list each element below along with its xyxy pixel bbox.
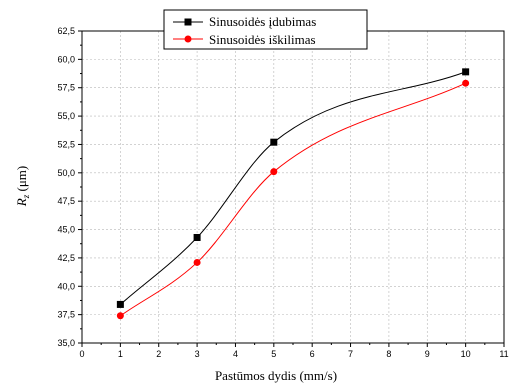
y-tick-label: 52,5 [57, 139, 75, 149]
series-line-1 [120, 71, 466, 305]
y-tick-label: 57,5 [57, 83, 75, 93]
y-tick-label: 60,0 [57, 54, 75, 64]
legend-label-2: Sinusoidės iškilimas [209, 32, 316, 47]
x-tick-label: 1 [118, 349, 123, 359]
y-tick-label: 42,5 [57, 253, 75, 263]
x-tick-label: 3 [195, 349, 200, 359]
series-line-2 [120, 82, 466, 317]
x-tick-label: 5 [271, 349, 276, 359]
y-tick-label: 47,5 [57, 196, 75, 206]
y-tick-label: 45,0 [57, 225, 75, 235]
x-tick-label: 10 [461, 349, 471, 359]
data-point-series-1 [270, 138, 278, 146]
x-axis-title: Pastūmos dydis (mm/s) [215, 368, 337, 383]
axes: 0 1 2 3 4 5 6 7 8 9 10 11 35,0 37,5 40,0 42,5 45,0 47,5 50… [57, 26, 508, 359]
y-tick-label: 50,0 [57, 168, 75, 178]
legend-label-1: Sinusoidės įdubimas [209, 14, 316, 29]
x-tick-label: 11 [499, 349, 508, 359]
series-layer [116, 68, 470, 320]
data-point-series-2 [193, 258, 201, 266]
legend: Sinusoidės įdubimas Sinusoidės iškilimas [163, 9, 368, 50]
legend-box [163, 9, 368, 50]
plot-frame [81, 30, 505, 344]
y-axis-title-sub: z [21, 194, 31, 199]
y-axis-title: Rz (μm) [14, 166, 31, 207]
data-point-series-1 [193, 233, 201, 241]
x-tick-label: 0 [79, 349, 84, 359]
legend-marker-2 [184, 35, 192, 43]
data-point-series-1 [462, 68, 470, 76]
data-point-series-2 [270, 168, 278, 176]
x-tick-label: 7 [348, 349, 353, 359]
y-axis-title-unit: (μm) [14, 166, 29, 195]
x-tick-label: 8 [386, 349, 391, 359]
x-tick-label: 9 [425, 349, 430, 359]
y-tick-label: 55,0 [57, 111, 75, 121]
y-axis-title-main: R [14, 198, 29, 207]
data-point-series-1 [116, 300, 124, 308]
y-tick-label: 62,5 [57, 26, 75, 36]
y-tick-label: 35,0 [57, 338, 75, 348]
y-tick-label: 40,0 [57, 281, 75, 291]
legend-marker-1 [184, 18, 192, 26]
grid-lines [82, 31, 504, 343]
y-tick-label: 37,5 [57, 310, 75, 320]
x-tick-label: 4 [233, 349, 238, 359]
data-point-series-2 [462, 79, 470, 87]
data-point-series-2 [116, 312, 124, 320]
x-tick-label: 2 [156, 349, 161, 359]
x-tick-label: 6 [310, 349, 315, 359]
